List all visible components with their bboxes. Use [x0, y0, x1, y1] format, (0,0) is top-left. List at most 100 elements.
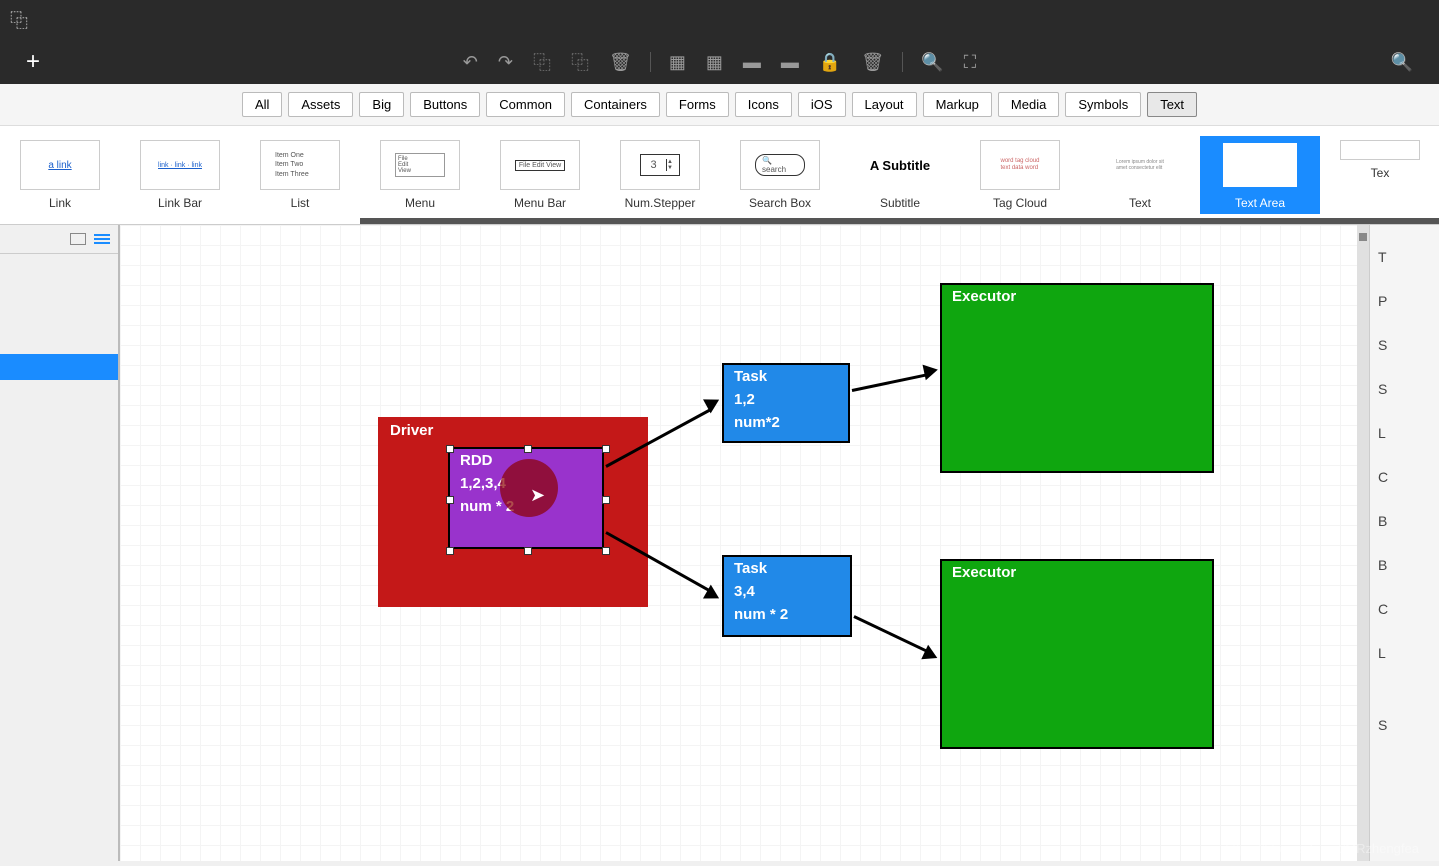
- ungroup-button[interactable]: ▦: [700, 48, 729, 77]
- diagram-executor2[interactable]: Executor: [940, 559, 1214, 749]
- pages-panel-header: [0, 225, 118, 254]
- filter-common[interactable]: Common: [486, 92, 565, 117]
- component-label: Num.Stepper: [625, 196, 696, 210]
- selection-handle[interactable]: [446, 496, 454, 504]
- property-item[interactable]: T: [1378, 235, 1431, 279]
- selection-handle[interactable]: [524, 445, 532, 453]
- click-indicator: [500, 459, 558, 517]
- filter-media[interactable]: Media: [998, 92, 1059, 117]
- toolbar-divider: [902, 52, 903, 72]
- strip-scrollbar[interactable]: [360, 218, 1439, 224]
- component-preview: 3▲▼: [620, 140, 700, 190]
- add-tab-button[interactable]: +: [20, 44, 46, 80]
- component-search[interactable]: 🔍 search Search Box: [720, 136, 840, 214]
- scrollbar-thumb[interactable]: [1359, 233, 1367, 241]
- search-button[interactable]: 🔍: [1385, 48, 1419, 77]
- component-preview: a link: [20, 140, 100, 190]
- filter-all[interactable]: All: [242, 92, 282, 117]
- property-item[interactable]: [1378, 675, 1431, 703]
- component-label: Search Box: [749, 196, 811, 210]
- selection-handle[interactable]: [524, 547, 532, 555]
- filter-assets[interactable]: Assets: [288, 92, 353, 117]
- property-item[interactable]: S: [1378, 367, 1431, 411]
- property-item[interactable]: S: [1378, 323, 1431, 367]
- filter-symbols[interactable]: Symbols: [1065, 92, 1141, 117]
- diagram-task1[interactable]: Task1,2num*2: [722, 363, 850, 443]
- component-preview: Item OneItem TwoItem Three: [260, 140, 340, 190]
- filter-ios[interactable]: iOS: [798, 92, 846, 117]
- toolbar-divider: [650, 52, 651, 72]
- group-button[interactable]: ▦: [663, 48, 692, 77]
- filter-forms[interactable]: Forms: [666, 92, 729, 117]
- component-menubar[interactable]: File Edit View Menu Bar: [480, 136, 600, 214]
- unlock-button[interactable]: 🗑: [855, 48, 890, 77]
- canvas-scrollbar[interactable]: [1357, 225, 1369, 861]
- send-back-button[interactable]: ▬: [775, 48, 805, 77]
- property-item[interactable]: B: [1378, 499, 1431, 543]
- property-item[interactable]: B: [1378, 543, 1431, 587]
- component-textarea[interactable]: Text Area: [1200, 136, 1320, 214]
- lock-button[interactable]: 🔒: [813, 48, 847, 77]
- component-linkbar[interactable]: link · link · linkLink Bar: [120, 136, 240, 214]
- arrow[interactable]: [853, 615, 927, 653]
- component-preview: File Edit View: [500, 140, 580, 190]
- component-preview: A Subtitle: [860, 140, 940, 190]
- component-label: Menu Bar: [514, 196, 566, 210]
- view-list-icon[interactable]: [94, 233, 110, 245]
- component-preview: link · link · link: [140, 140, 220, 190]
- cursor-icon: ➤: [530, 485, 545, 506]
- filter-containers[interactable]: Containers: [571, 92, 660, 117]
- undo-button[interactable]: ↶: [457, 48, 484, 77]
- fit-button[interactable]: ⛶: [958, 48, 983, 77]
- property-item[interactable]: S: [1378, 703, 1431, 747]
- diagram-executor1[interactable]: Executor: [940, 283, 1214, 473]
- component-subtitle[interactable]: A SubtitleSubtitle: [840, 136, 960, 214]
- component-label: Text Area: [1235, 196, 1285, 210]
- property-item[interactable]: L: [1378, 631, 1431, 675]
- filter-icons[interactable]: Icons: [735, 92, 792, 117]
- arrow[interactable]: [852, 373, 927, 391]
- filter-big[interactable]: Big: [359, 92, 404, 117]
- component-preview: 🔍 search: [740, 140, 820, 190]
- selection-handle[interactable]: [446, 547, 454, 555]
- filter-buttons[interactable]: Buttons: [410, 92, 480, 117]
- component-label: Tex: [1371, 166, 1390, 180]
- component-preview: [1220, 140, 1300, 190]
- delete-button[interactable]: 🗑: [603, 48, 638, 77]
- component-menu[interactable]: FileEditViewMenu: [360, 136, 480, 214]
- filter-bar: AllAssetsBigButtonsCommonContainersForms…: [0, 84, 1439, 126]
- property-item[interactable]: P: [1378, 279, 1431, 323]
- component-strip: a linkLinklink · link · linkLink BarItem…: [0, 126, 1439, 225]
- selection-handle[interactable]: [446, 445, 454, 453]
- paste-button[interactable]: ⿻: [565, 45, 595, 79]
- filter-text[interactable]: Text: [1147, 92, 1197, 117]
- copy-button[interactable]: ⿻: [527, 45, 557, 79]
- page-item-selected[interactable]: [0, 354, 118, 380]
- component-text[interactable]: Lorem ipsum dolor sitamet consectetur el…: [1080, 136, 1200, 214]
- component-preview: FileEditView: [380, 140, 460, 190]
- selection-handle[interactable]: [602, 547, 610, 555]
- component-link[interactable]: a linkLink: [0, 136, 120, 214]
- arrow-head: [923, 362, 940, 381]
- property-item[interactable]: C: [1378, 455, 1431, 499]
- app-icon: ⿻: [10, 7, 28, 33]
- component-list[interactable]: Item OneItem TwoItem ThreeList: [240, 136, 360, 214]
- filter-layout[interactable]: Layout: [852, 92, 917, 117]
- selection-handle[interactable]: [602, 445, 610, 453]
- bring-front-button[interactable]: ▬: [737, 48, 767, 77]
- filter-markup[interactable]: Markup: [923, 92, 992, 117]
- selection-handle[interactable]: [602, 496, 610, 504]
- redo-button[interactable]: ↷: [492, 48, 519, 77]
- property-item[interactable]: C: [1378, 587, 1431, 631]
- component-stepper[interactable]: 3▲▼ Num.Stepper: [600, 136, 720, 214]
- box-label: 3,4: [724, 580, 850, 603]
- zoom-button[interactable]: 🔍: [915, 48, 949, 77]
- box-label: Driver: [380, 419, 646, 442]
- property-item[interactable]: L: [1378, 411, 1431, 455]
- component-tagcloud[interactable]: word tag cloudtext data wordTag Cloud: [960, 136, 1080, 214]
- view-thumb-icon[interactable]: [70, 233, 86, 245]
- component-label: Tag Cloud: [993, 196, 1047, 210]
- diagram-task2[interactable]: Task3,4num * 2: [722, 555, 852, 637]
- component-textinput[interactable]: Tex: [1320, 136, 1439, 214]
- canvas[interactable]: DriverRDD1,2,3,4num * 2Task1,2num*2Task3…: [120, 225, 1369, 861]
